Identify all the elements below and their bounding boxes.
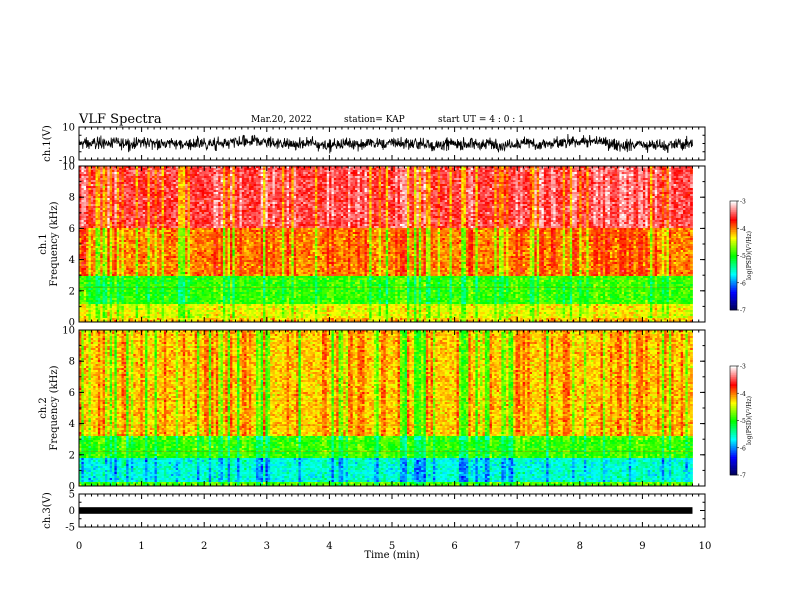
- ch1-spectrogram-cells: [79, 166, 693, 322]
- plot-area: 10-10ch.1(V) 0246810ch.1 Frequency (kHz) …: [0, 0, 792, 612]
- ch1-waveform-line: [79, 134, 693, 154]
- y-axis-label: ch.1(V): [42, 125, 53, 162]
- vlf-spectra-figure: VLF Spectra Mar.20, 2022 station= KAP st…: [0, 0, 792, 612]
- y-tick-label: 10: [62, 123, 75, 134]
